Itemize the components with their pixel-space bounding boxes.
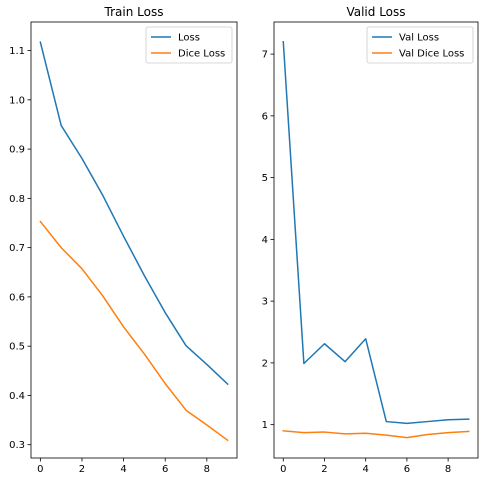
chart-title: Train Loss [104,5,164,19]
y-tick-label: 0.5 [9,342,25,353]
x-tick-label: 8 [204,464,210,475]
x-tick-label: 8 [445,464,451,475]
y-tick-label: 0.7 [9,243,25,254]
series-line-val-loss [282,40,470,425]
y-tick-label: 4 [262,235,268,246]
series-line-dice-loss [39,220,229,442]
x-tick-label: 4 [120,464,126,475]
x-tick-label: 2 [79,464,85,475]
axes-frame [30,21,238,459]
legend-label: Dice Loss [178,49,225,60]
chart-panel-1: Train Loss 0 2 4 6 8 0.3 0.4 0.5 0.6 0.7 0.8 0.9 1.0 1… [9,5,238,475]
series-line-loss [39,41,229,386]
y-tick-label: 3 [262,297,268,308]
legend-label: Val Loss [399,33,439,44]
chart-title: Valid Loss [346,5,405,19]
legend: Val Loss Val Dice Loss [366,26,474,64]
x-tick-label: 0 [280,464,286,475]
y-tick-label: 5 [262,173,268,184]
x-tick-label: 2 [321,464,327,475]
y-tick-label: 7 [262,50,268,61]
legend-label: Loss [178,33,200,44]
y-tick-label: 0.9 [9,145,25,156]
legend-label: Val Dice Loss [399,49,464,60]
y-tick-label: 2 [262,358,268,369]
y-tick-label: 6 [262,111,268,122]
y-tick-label: 1.0 [9,95,25,106]
y-tick-label: 0.3 [9,440,25,451]
y-tick-label: 1.1 [9,46,25,57]
x-tick-label: 6 [162,464,168,475]
legend-box [366,26,474,64]
x-tick-label: 4 [363,464,369,475]
series-line-val-dice-loss [282,430,470,439]
y-tick-label: 0.8 [9,194,25,205]
y-tick-label: 1 [262,420,268,431]
chart-panel-2: Valid Loss 0 2 4 6 8 1 2 3 4 5 6 7 Val Loss Val Dice L… [262,5,479,475]
legend-box [145,26,233,64]
x-tick-label: 6 [404,464,410,475]
axes-frame [273,21,479,459]
x-tick-label: 0 [37,464,43,475]
legend: Loss Dice Loss [145,26,233,64]
y-tick-label: 0.4 [9,391,25,402]
y-tick-label: 0.6 [9,292,25,303]
